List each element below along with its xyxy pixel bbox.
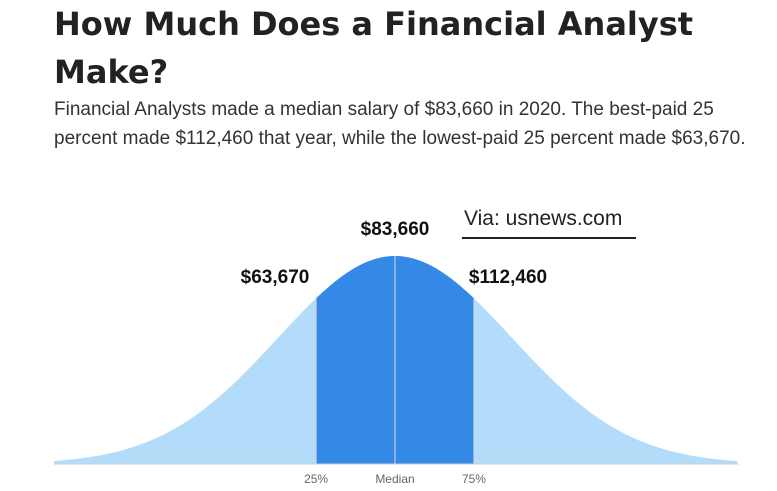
median-tick-label: Median bbox=[375, 472, 414, 486]
p25-value-label: $63,670 bbox=[241, 267, 310, 288]
source-underline bbox=[462, 237, 636, 239]
p75-tick-label: 75% bbox=[462, 472, 486, 486]
page-title: How Much Does a Financial Analyst Make? bbox=[54, 5, 694, 91]
p75-value-label: $112,460 bbox=[469, 267, 547, 288]
salary-description: Financial Analysts made a median salary … bbox=[54, 99, 746, 149]
source-label: Via: usnews.com bbox=[464, 207, 623, 230]
p25-tick-label: 25% bbox=[304, 472, 328, 486]
median-value-label: $83,660 bbox=[361, 219, 430, 240]
